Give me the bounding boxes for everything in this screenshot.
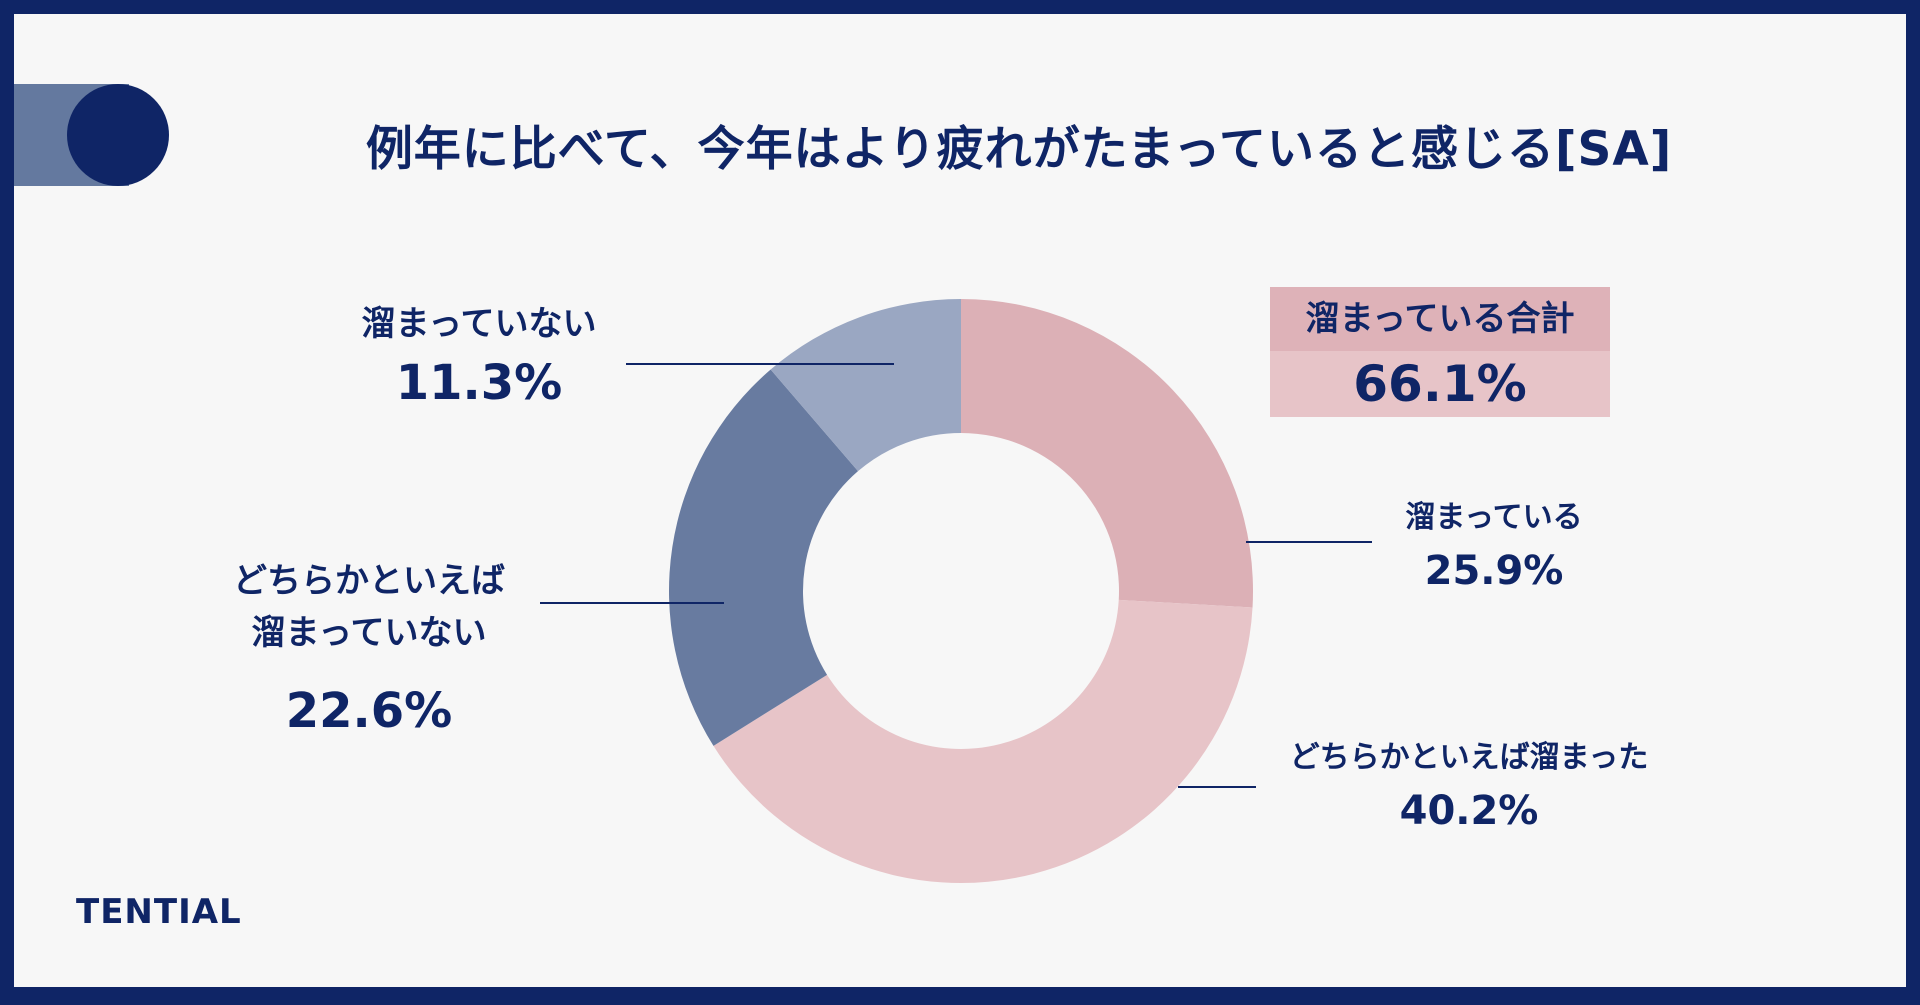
- label-slice-2-name: どちらかといえば溜まった: [1289, 740, 1649, 775]
- donut-chart: [540, 299, 1372, 883]
- donut-slice-3: [669, 369, 859, 746]
- brand-logo: TENTIAL: [76, 892, 242, 932]
- label-slice-1-pct: 25.9%: [1424, 548, 1564, 594]
- donut-slice-4: [770, 299, 961, 472]
- chart-frame: 例年に比べて、今年はより疲れがたまっていると感じる[SA] 溜まっている合計 6…: [14, 14, 1906, 987]
- chart-title: 例年に比べて、今年はより疲れがたまっていると感じる[SA]: [365, 122, 1673, 177]
- accent-circle: [67, 84, 169, 186]
- label-slice-4: 溜まっていない 11.3%: [314, 298, 644, 416]
- label-slice-1: 溜まっている 25.9%: [1369, 494, 1619, 600]
- label-slice-4-pct: 11.3%: [395, 355, 563, 411]
- donut-slice-1: [961, 299, 1253, 608]
- total-value: 66.1%: [1270, 351, 1610, 417]
- total-box: 溜まっている合計 66.1%: [1270, 287, 1610, 417]
- label-slice-2-pct: 40.2%: [1399, 788, 1539, 834]
- label-slice-3-name: どちらかといえば 溜まっていない: [233, 561, 505, 653]
- donut-slice-2: [713, 599, 1253, 883]
- label-slice-2: どちらかといえば溜まった 40.2%: [1259, 734, 1679, 840]
- label-slice-4-name: 溜まっていない: [361, 304, 597, 344]
- label-slice-3-pct: 22.6%: [285, 683, 453, 739]
- total-label: 溜まっている合計: [1270, 287, 1610, 351]
- label-slice-1-name: 溜まっている: [1405, 500, 1583, 535]
- label-slice-3: どちらかといえば 溜まっていない 22.6%: [204, 536, 534, 763]
